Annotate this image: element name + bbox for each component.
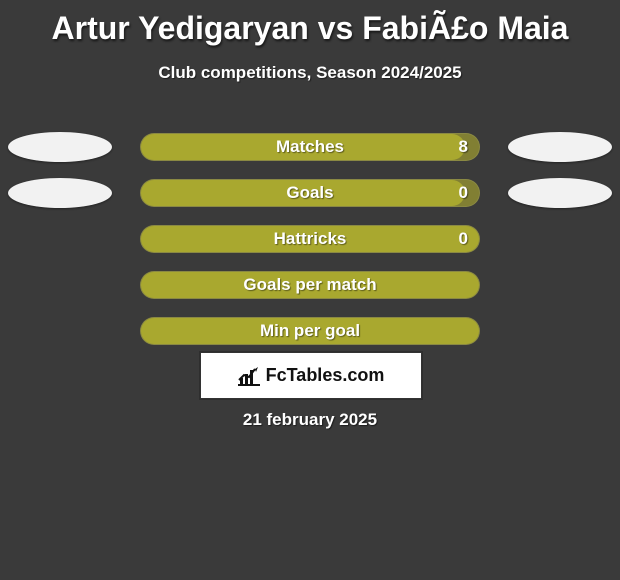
stat-bar: Goals per match (140, 271, 480, 299)
stat-row: Matches8 (0, 124, 620, 170)
page-title: Artur Yedigaryan vs FabiÃ£o Maia (0, 0, 620, 47)
brand-box: FcTables.com (200, 352, 422, 399)
brand-chart-icon (238, 366, 260, 386)
stat-bar: Goals0 (140, 179, 480, 207)
stat-bar: Min per goal (140, 317, 480, 345)
stat-bar: Hattricks0 (140, 225, 480, 253)
stat-right-value: 0 (459, 225, 468, 253)
stat-bar-fill (141, 226, 479, 252)
stat-row: Goals0 (0, 170, 620, 216)
stat-right-value: 8 (459, 133, 468, 161)
stat-rows: Matches8 Goals0 Hattricks0 Goals per match M… (0, 124, 620, 354)
stat-bar-fill (141, 134, 465, 160)
stat-bar: Matches8 (140, 133, 480, 161)
brand-text: FcTables.com (266, 365, 385, 386)
stat-bar-fill (141, 180, 465, 206)
page-subtitle: Club competitions, Season 2024/2025 (0, 63, 620, 83)
left-value-oval (8, 178, 112, 208)
stat-row: Hattricks0 (0, 216, 620, 262)
stat-bar-fill (141, 272, 479, 298)
left-value-oval (8, 132, 112, 162)
right-value-oval (508, 132, 612, 162)
stat-row: Min per goal (0, 308, 620, 354)
right-value-oval (508, 178, 612, 208)
stat-bar-fill (141, 318, 479, 344)
infographic-date: 21 february 2025 (0, 410, 620, 430)
stat-right-value: 0 (459, 179, 468, 207)
comparison-infographic: Artur Yedigaryan vs FabiÃ£o Maia Club co… (0, 0, 620, 580)
stat-row: Goals per match (0, 262, 620, 308)
